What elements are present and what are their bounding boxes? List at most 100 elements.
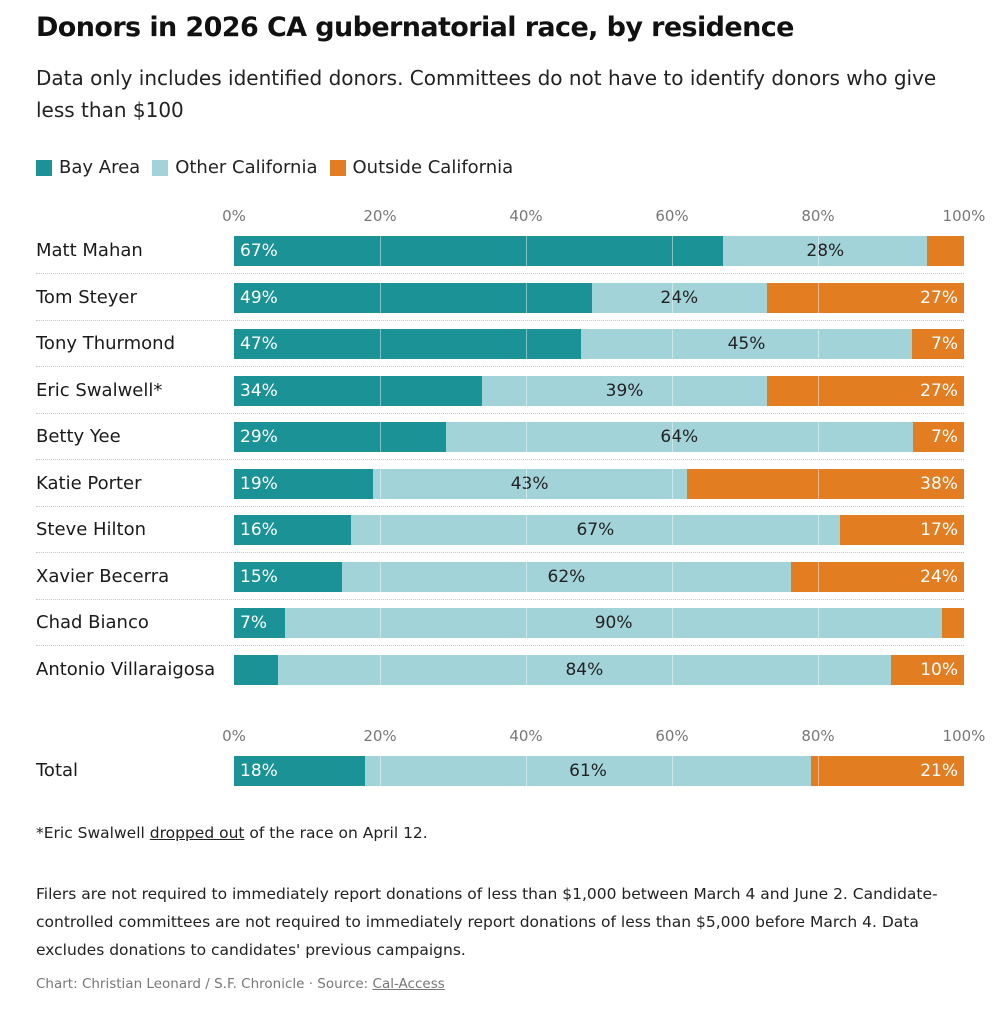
bar-segment-other-california: 24% xyxy=(591,282,767,313)
row-label: Steve Hilton xyxy=(36,519,147,540)
stacked-bar: 19% 43% 38% xyxy=(234,468,964,499)
row-label: Chad Bianco xyxy=(36,612,149,633)
bar-row-eric-swalwell: Eric Swalwell* 34% 39% 27% xyxy=(36,368,964,414)
row-label: Eric Swalwell* xyxy=(36,379,163,401)
bar-segment-bay-area: 47% xyxy=(234,329,581,359)
bar-segment-other-california: 61% xyxy=(365,756,811,786)
bar-segment-other-california: 45% xyxy=(580,329,913,359)
bar-segment-other-california: 84% xyxy=(277,654,891,685)
bar-segment-other-california: 62% xyxy=(342,561,791,592)
stacked-bar: 15% 62% 24% xyxy=(234,561,964,592)
data-label-bay-area: 7% xyxy=(240,613,267,633)
legend-label-bay-area: Bay Area xyxy=(59,157,141,178)
data-label-bay-area: 15% xyxy=(240,566,278,587)
bar-row-antonio-villaraigosa: Antonio Villaraigosa 84% 10% xyxy=(36,647,964,693)
data-label-other-california: 90% xyxy=(594,613,633,633)
bar-row-steve-hilton: Steve Hilton 16% 67% 17% xyxy=(36,507,964,553)
stacked-bar: 16% 67% 17% xyxy=(234,515,964,545)
legend-label-other-california: Other California xyxy=(175,157,318,178)
legend-item-other-california: Other California xyxy=(152,157,318,178)
x-axis-bottom: 0% 20% 40% 60% 80% 100% xyxy=(222,727,985,747)
dropped-out-link[interactable]: dropped out xyxy=(149,824,245,842)
bar-segment-other-california: 43% xyxy=(372,468,687,499)
stacked-bar: 18% 61% 21% xyxy=(234,756,964,786)
chart-title: Donors in 2026 CA gubernatorial race, by… xyxy=(36,12,794,43)
data-label-other-california: 84% xyxy=(565,659,604,680)
data-label-bay-area: 16% xyxy=(240,520,278,540)
data-label-outside-california: 10% xyxy=(920,659,958,680)
data-label-bay-area: 67% xyxy=(240,241,278,261)
row-label: Total xyxy=(36,760,79,781)
cal-access-link[interactable]: Cal-Access xyxy=(372,976,445,992)
bar-row-xavier-becerra: Xavier Becerra 15% 62% 24% xyxy=(36,554,964,600)
x-axis-top-tick-3: 60% xyxy=(655,207,689,225)
bar-segment-outside-california: 7% xyxy=(912,329,964,359)
bar-row-matt-mahan: Matt Mahan 67% 28% xyxy=(36,228,964,274)
x-axis-top-tick-1: 20% xyxy=(363,207,397,225)
row-label: Tony Thurmond xyxy=(36,333,176,354)
data-label-bay-area: 47% xyxy=(240,334,278,354)
x-axis-top: 0% 20% 40% 60% 80% 100% xyxy=(222,207,985,227)
data-label-other-california: 39% xyxy=(605,380,644,401)
footnote-prefix: *Eric Swalwell xyxy=(36,824,150,842)
data-label-bay-area: 49% xyxy=(240,287,278,308)
x-axis-bottom-tick-2: 40% xyxy=(509,727,543,745)
row-label: Tom Steyer xyxy=(36,286,137,308)
data-label-outside-california: 38% xyxy=(920,473,958,494)
x-axis-bottom-tick-0: 0% xyxy=(222,727,246,745)
legend-label-outside-california: Outside California xyxy=(352,157,514,178)
bar-segment-bay-area: 34% xyxy=(234,375,483,406)
data-label-outside-california: 27% xyxy=(920,380,958,401)
row-label: Xavier Becerra xyxy=(36,565,170,587)
bar-row-tony-thurmond: Tony Thurmond 47% 45% 7% xyxy=(36,321,964,367)
data-label-other-california: 64% xyxy=(660,427,699,447)
x-axis-top-tick-5: 100% xyxy=(942,207,986,225)
row-label: Betty Yee xyxy=(36,426,121,447)
credit-prefix: Chart: Christian Leonard / S.F. Chronicl… xyxy=(36,976,373,992)
credit-line: Chart: Christian Leonard / S.F. Chronicl… xyxy=(36,976,445,992)
bar-segment-outside-california: 10% xyxy=(890,654,964,685)
data-label-bay-area: 19% xyxy=(240,473,278,494)
bar-segment-bay-area: 7% xyxy=(234,608,286,638)
legend: Bay Area Other California Outside Califo… xyxy=(36,157,525,178)
bar-segment-outside-california: 38% xyxy=(686,468,964,499)
x-axis-bottom-tick-3: 60% xyxy=(655,727,689,745)
legend-item-bay-area: Bay Area xyxy=(36,157,140,178)
bar-segment-bay-area: 49% xyxy=(234,282,592,313)
bar-row-tom-steyer: Tom Steyer 49% 24% 27% xyxy=(36,275,964,321)
bar-segment-bay-area: 19% xyxy=(234,468,373,499)
chart-subtitle: Data only includes identified donors. Co… xyxy=(36,66,937,122)
x-axis-top-tick-4: 80% xyxy=(801,207,835,225)
bar-row-total: Total 18% 61% 21% xyxy=(36,748,964,794)
bar-segment-bay-area: 16% xyxy=(234,515,351,545)
bar-segment-outside-california: 24% xyxy=(790,561,964,592)
data-label-other-california: 45% xyxy=(727,334,766,354)
bar-segment-bay-area: 15% xyxy=(234,561,343,592)
bar-segment-other-california: 90% xyxy=(285,608,943,638)
data-label-other-california: 67% xyxy=(576,520,615,540)
bar-segment-bay-area: 18% xyxy=(234,756,366,786)
bar-row-chad-bianco: Chad Bianco 7% 90% xyxy=(36,600,964,646)
filing-notes: Filers are not required to immediately r… xyxy=(36,885,938,959)
data-label-outside-california: 7% xyxy=(931,334,958,354)
bar-segment-outside-california: 21% xyxy=(810,756,964,786)
bar-segment-bay-area: 29% xyxy=(234,422,446,452)
stacked-bar: 34% 39% 27% xyxy=(234,375,964,406)
bar-segment-bay-area: 67% xyxy=(234,236,724,266)
bar-segment-outside-california xyxy=(927,236,964,266)
data-label-outside-california: 21% xyxy=(920,761,958,781)
bar-segment-other-california: 64% xyxy=(445,422,913,452)
row-label: Antonio Villaraigosa xyxy=(36,658,216,680)
data-label-bay-area: 18% xyxy=(240,761,278,781)
row-label: Matt Mahan xyxy=(36,240,143,261)
data-label-outside-california: 7% xyxy=(930,427,958,447)
stacked-bar: 49% 24% 27% xyxy=(234,282,964,313)
legend-swatch-other-california xyxy=(152,159,169,176)
legend-item-outside-california: Outside California xyxy=(329,157,514,178)
x-axis-bottom-tick-1: 20% xyxy=(363,727,397,745)
data-label-other-california: 28% xyxy=(806,241,845,261)
data-label-outside-california: 27% xyxy=(920,287,958,308)
data-label-bay-area: 29% xyxy=(240,427,278,447)
data-label-other-california: 61% xyxy=(569,761,607,781)
data-label-bay-area: 34% xyxy=(240,380,278,401)
